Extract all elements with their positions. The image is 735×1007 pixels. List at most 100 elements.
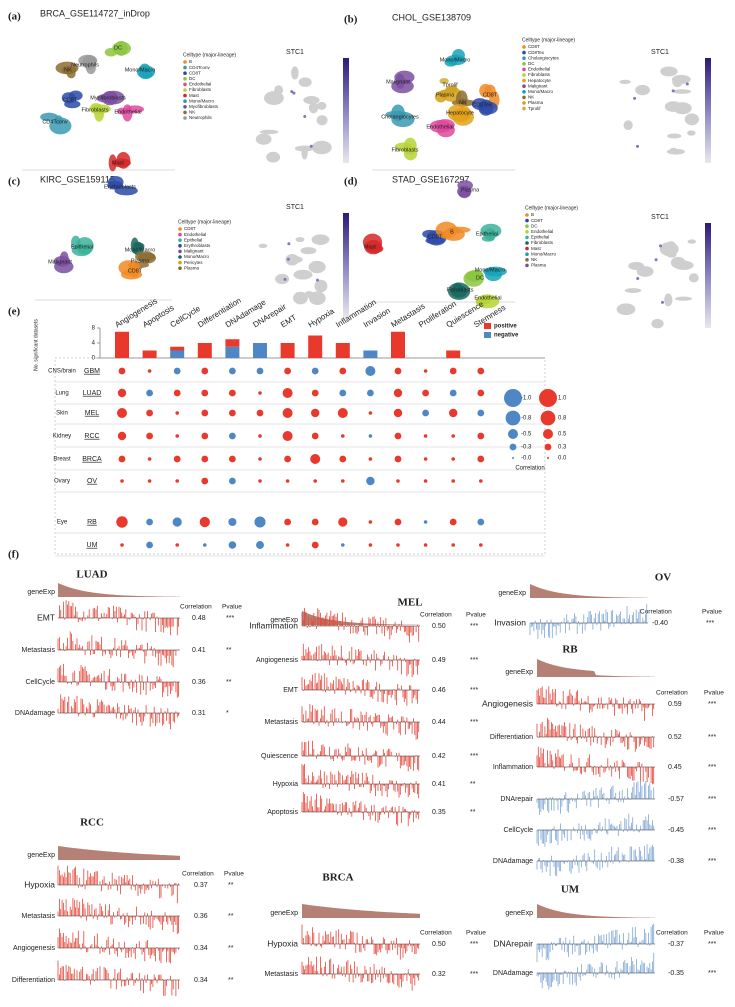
size-legend-dot [539,389,557,407]
feature-cells [264,91,284,106]
feature-cells [298,77,312,87]
corr-value: 0.52 [668,734,682,741]
score-track [536,844,655,877]
size-legend-label: -1.0 [521,396,532,402]
p-value: *** [706,620,714,627]
umap-cluster [130,237,139,254]
bubble [339,389,347,397]
gene-profile [530,584,648,598]
bubble [367,389,374,397]
legend-label: Endothelial [189,82,211,87]
bubble [339,367,347,375]
legend-swatch [522,62,526,66]
umap-cluster [385,110,407,119]
feature-high [315,278,319,282]
size-legend-dot [547,457,549,459]
legend-label: Mono/Macro [189,98,215,103]
tissue-label: Kidney [53,434,71,440]
feature-high [636,276,640,280]
p-value: *** [470,687,478,694]
bubble [311,541,319,549]
bubble [451,457,456,461]
umap-cluster [425,236,445,245]
corr-value: 0.41 [432,781,446,788]
bubble [365,366,376,376]
bubble [146,541,154,549]
umap-cluster [444,57,458,67]
bubble [146,432,154,440]
bubble [173,389,181,397]
feature-cells [672,89,692,94]
legend-swatch [178,266,182,271]
legend-swatch [178,227,182,231]
bubble [451,543,456,547]
legend-swatch [525,213,529,217]
bubble [449,367,457,375]
score-track [57,960,179,997]
colorbar [343,213,349,318]
bubble [311,518,319,526]
bubble [396,479,400,483]
bubble [175,434,179,438]
umap-cluster [403,137,417,155]
size-legend-dot [504,389,522,407]
bubble-frame [54,357,546,555]
bubble [423,369,428,373]
cluster-label: CD8T [483,92,498,98]
legend-label: CD8T [528,44,540,49]
dataset-label: LUAD [83,390,102,397]
p-value: *** [708,734,716,741]
legend-swatch [522,106,526,111]
bubble [146,518,154,526]
cluster-label: Endothelial [426,124,453,130]
p-value: *** [708,701,716,708]
score-track [57,865,179,904]
corr-header: Correlation [182,871,214,878]
y-tick-label: 0 [92,356,96,362]
umap-cluster [85,61,96,75]
legend-label: DC [189,76,196,81]
tissue-label: Breast [53,457,71,463]
corr-value: -0.38 [668,858,684,865]
feature-high [671,89,675,93]
feature-high [287,242,291,246]
size-legend-dot [509,443,517,451]
feature-cells [289,256,303,263]
p-value: ** [228,977,234,984]
legend-swatch [178,244,182,248]
bubble [423,479,428,483]
gene-label: geneExp [505,910,533,917]
cluster-label: Fibroblasts [82,107,109,113]
score-track [301,956,420,991]
cluster-label: Mast [364,244,376,250]
dataset-label: UM [87,542,98,549]
umap-cluster [439,78,449,85]
score-track [301,924,420,960]
bar [280,343,295,358]
umap-cluster [107,180,123,190]
legend-label: positive [494,324,517,330]
p-value: *** [470,719,478,726]
bubble [201,477,209,485]
legend-label: Malignant [528,83,548,88]
size-legend-label: 0.3 [558,445,567,451]
cluster-label: Fibroblasts [392,147,419,153]
bubble [477,455,485,463]
legend-label: B [189,59,192,64]
legend-swatch [525,218,529,223]
bubble [393,388,403,398]
umap-cluster [394,70,415,84]
score-track [536,686,655,721]
legend-swatch [522,101,526,105]
corr-value: 0.44 [432,719,446,726]
p-value: ** [228,913,234,920]
p-value: ** [228,945,234,952]
legend-label: DC [528,61,535,66]
legend-swatch [183,105,187,109]
score-label: Metastasis [265,719,299,726]
feature-cells [628,261,645,271]
size-legend-label: -0.8 [521,416,532,422]
bubble [254,516,266,528]
p-header: Pvalue [702,609,722,616]
p-value: *** [708,858,716,865]
